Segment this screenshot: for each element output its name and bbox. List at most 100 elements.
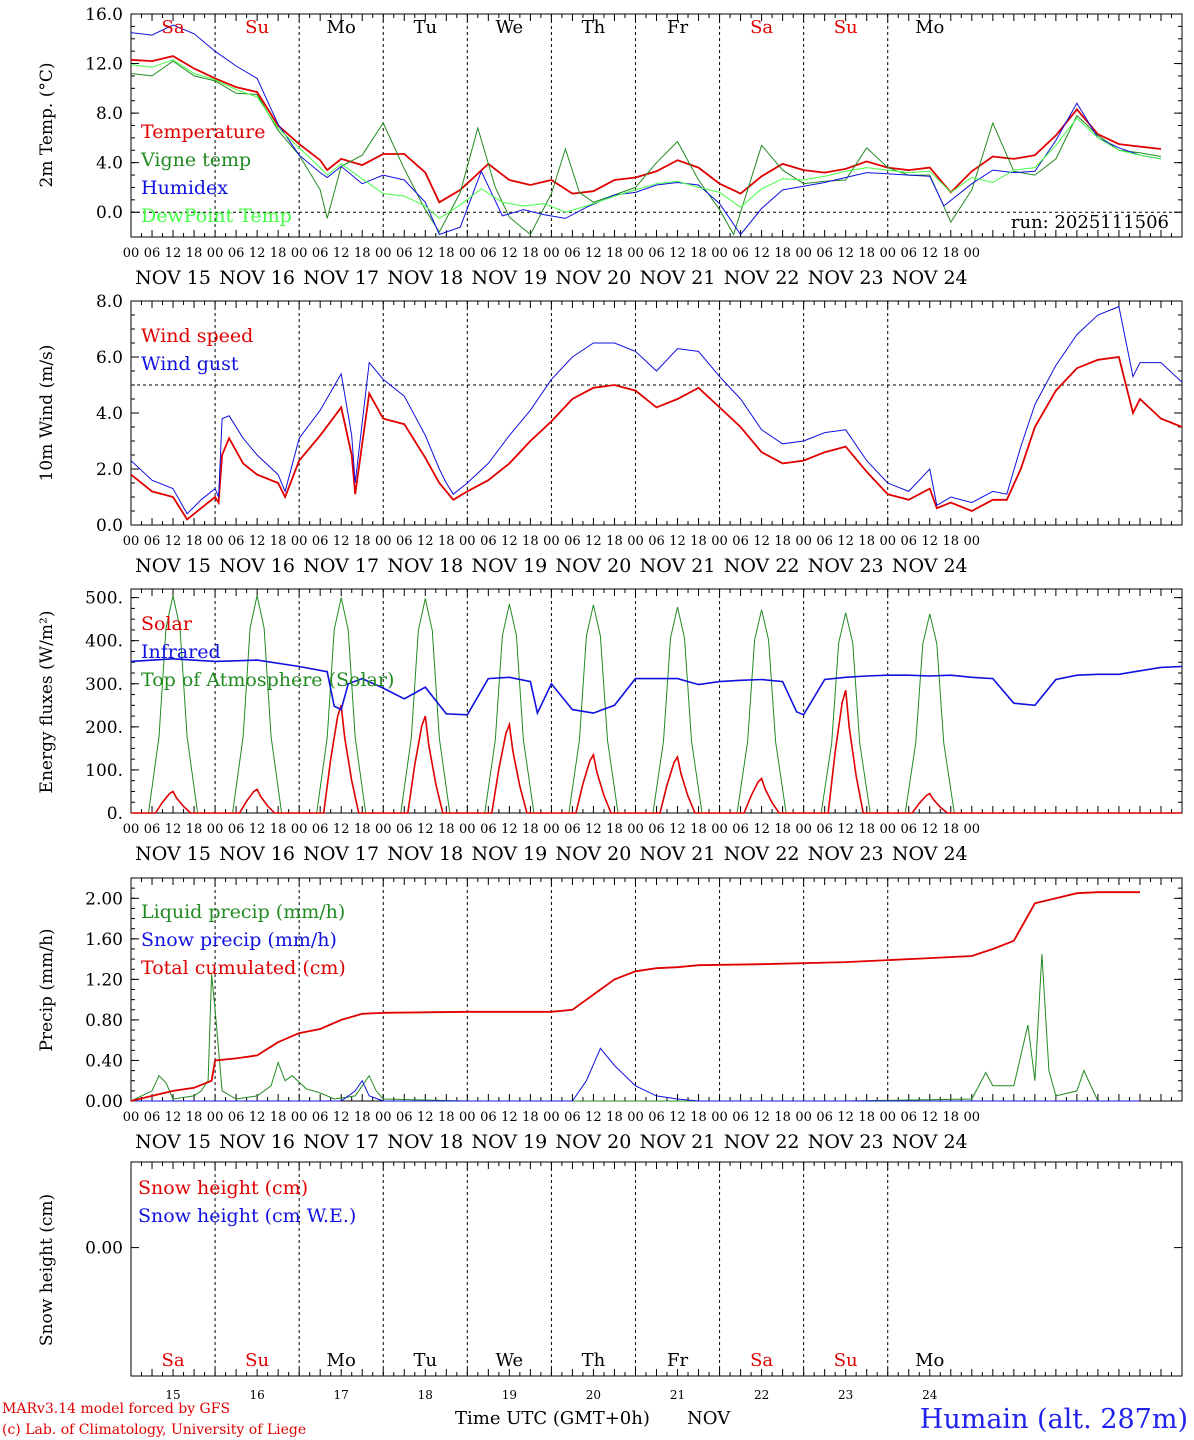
hour-tick-label: 18: [606, 1110, 623, 1125]
hour-tick-label: 12: [585, 534, 602, 549]
hour-tick-label: 06: [312, 822, 329, 837]
hour-tick-label: 12: [921, 822, 938, 837]
hour-tick-label: 12: [921, 1110, 938, 1125]
panel-snow: 0.00 Snow height (cm) Snow height (cm) Snow…: [37, 1161, 1183, 1402]
date-label: NOV 19: [471, 267, 547, 289]
hour-tick-label: 00: [711, 822, 728, 837]
legend-entry: Wind gust: [141, 353, 239, 375]
date-label: NOV 16: [219, 1131, 295, 1153]
hour-tick-label: 00: [459, 822, 476, 837]
hour-tick-label: 12: [249, 822, 266, 837]
date-label: NOV 17: [303, 1131, 379, 1153]
date-label: NOV 18: [387, 843, 463, 865]
hour-tick-label: 06: [312, 246, 329, 261]
hour-tick-label: 12: [837, 246, 854, 261]
day-of-week-label: Mo: [327, 1350, 356, 1371]
hour-tick-label: 00: [964, 534, 981, 549]
legend-entry: DewPoint Temp: [141, 205, 292, 227]
hour-tick-label: 18: [270, 1110, 287, 1125]
hour-tick-label: 00: [964, 1110, 981, 1125]
hour-tick-label: 06: [312, 1110, 329, 1125]
date-label: NOV 22: [724, 555, 800, 577]
y-tick-label: 12.0: [85, 55, 123, 75]
hour-tick-label: 18: [354, 1110, 371, 1125]
date-label: NOV 20: [556, 843, 632, 865]
hour-tick-label: 18: [270, 246, 287, 261]
y-tick-label: 300.: [85, 675, 123, 695]
date-label: NOV 15: [135, 555, 211, 577]
hour-tick-label: 18: [690, 822, 707, 837]
hour-tick-label: 06: [564, 534, 581, 549]
series-humidex: [130, 24, 1162, 236]
hour-tick-label: 12: [585, 822, 602, 837]
hour-tick-label: 12: [501, 534, 518, 549]
hour-tick-label: 18: [522, 246, 539, 261]
day-of-week-label: Th: [582, 17, 606, 38]
hour-tick-label: 06: [732, 822, 749, 837]
hour-tick-label: 06: [900, 534, 917, 549]
hour-tick-label: 06: [648, 822, 665, 837]
hour-tick-label: 12: [669, 246, 686, 261]
hour-tick-label: 00: [879, 246, 896, 261]
date-label: NOV 23: [808, 843, 884, 865]
date-label: NOV 18: [387, 267, 463, 289]
legend-entry: Top of Atmosphere (Solar): [141, 669, 394, 691]
day-of-week-label: Su: [245, 17, 269, 38]
date-label: NOV 21: [640, 267, 716, 289]
hour-tick-label: 00: [627, 1110, 644, 1125]
hour-tick-label: 06: [564, 246, 581, 261]
hour-tick-label: 18: [438, 822, 455, 837]
y-tick-label: 500.: [85, 589, 123, 609]
hour-tick-label: 12: [669, 534, 686, 549]
hour-tick-label: 18: [858, 822, 875, 837]
hour-tick-label: 00: [627, 246, 644, 261]
date-label: NOV 18: [387, 555, 463, 577]
hour-tick-label: 12: [753, 246, 770, 261]
date-label: NOV 17: [303, 267, 379, 289]
hour-tick-label: 12: [753, 534, 770, 549]
hour-tick-label: 18: [186, 246, 203, 261]
day-number-label: 15: [165, 1388, 180, 1402]
hour-tick-label: 00: [123, 822, 140, 837]
series-wind-gust: [130, 305, 1183, 515]
hour-tick-label: 18: [186, 1110, 203, 1125]
legend-entry: Wind speed: [141, 325, 253, 347]
hour-tick-label: 18: [270, 534, 287, 549]
day-number-label: 22: [754, 1388, 769, 1402]
legend-entry: Liquid precip (mm/h): [141, 901, 345, 923]
hour-tick-label: 00: [964, 822, 981, 837]
day-number-label: 21: [670, 1388, 685, 1402]
hour-tick-label: 00: [711, 534, 728, 549]
legend-entry: Infrared: [141, 641, 221, 663]
hour-tick-label: 18: [606, 246, 623, 261]
y-tick-label: 8.0: [96, 292, 123, 312]
hour-tick-label: 00: [711, 1110, 728, 1125]
day-number-label: 17: [334, 1388, 349, 1402]
hour-tick-label: 06: [396, 246, 413, 261]
hour-tick-label: 00: [627, 534, 644, 549]
hour-tick-label: 06: [900, 246, 917, 261]
day-of-week-label: Th: [582, 1350, 606, 1371]
date-label: NOV 18: [387, 1131, 463, 1153]
hour-tick-label: 00: [459, 246, 476, 261]
date-label: NOV 22: [724, 267, 800, 289]
y-tick-label: 1.60: [85, 930, 123, 950]
hour-tick-label: 12: [585, 246, 602, 261]
day-of-week-label: Tu: [413, 17, 437, 38]
hour-tick-label: 18: [690, 246, 707, 261]
hour-tick-label: 12: [417, 1110, 434, 1125]
day-of-week-label: Sa: [162, 1350, 185, 1371]
legend-entry: Snow height (cm W.E.): [138, 1205, 356, 1227]
day-of-week-label: Sa: [162, 17, 185, 38]
hour-tick-label: 00: [543, 534, 560, 549]
day-of-week-label: Su: [245, 1350, 269, 1371]
series-temperature: [130, 55, 1162, 204]
hour-tick-label: 00: [795, 534, 812, 549]
hour-tick-label: 18: [522, 822, 539, 837]
hour-tick-label: 12: [585, 1110, 602, 1125]
y-tick-label: 1.20: [85, 970, 123, 990]
day-number-label: 24: [922, 1388, 938, 1402]
month-label: NOV: [687, 1408, 731, 1429]
date-label: NOV 17: [303, 843, 379, 865]
panel-frame: [130, 300, 1183, 526]
